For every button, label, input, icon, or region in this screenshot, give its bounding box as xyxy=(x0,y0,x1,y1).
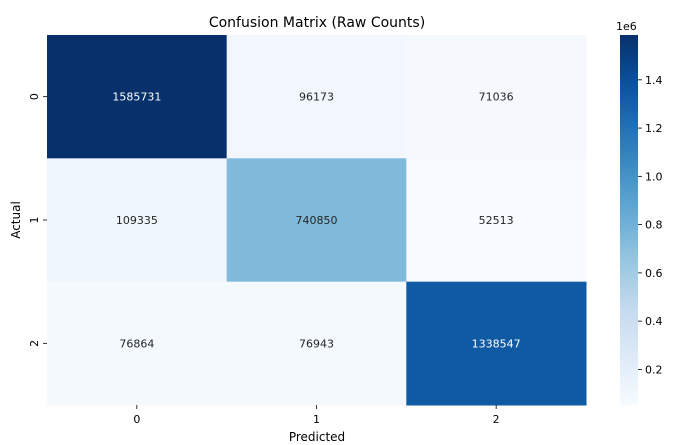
colorbar-multiplier: 1e6 xyxy=(616,20,637,33)
x-tick-label: 0 xyxy=(133,413,140,426)
colorbar-tick-label: 0.4 xyxy=(645,315,663,328)
colorbar-tick-label: 0.2 xyxy=(645,363,663,376)
cell-value-label: 96173 xyxy=(299,91,334,104)
heatmap-cell xyxy=(406,35,587,159)
chart-title: Confusion Matrix (Raw Counts) xyxy=(209,15,425,31)
cell-value-label: 1585731 xyxy=(112,91,161,104)
x-axis-ticks: 0 1 2 xyxy=(133,405,500,426)
y-axis-ticks: 0 1 2 xyxy=(28,93,47,347)
heatmap-cell xyxy=(406,158,587,283)
cell-value-label: 76864 xyxy=(119,337,154,350)
x-tick-label: 1 xyxy=(313,413,320,426)
heatmap-cells: 1585731 96173 71036 109335 740850 52513 76864 7… xyxy=(47,35,587,406)
y-axis-label: Actual xyxy=(9,201,23,239)
heatmap-cell xyxy=(226,158,407,283)
cell-value-label: 1338547 xyxy=(472,337,521,350)
colorbar-tick-label: 0.8 xyxy=(645,219,663,232)
colorbar xyxy=(620,35,638,405)
heatmap-cell xyxy=(226,281,407,406)
x-axis-label: Predicted xyxy=(289,430,345,444)
colorbar-tick-label: 1.4 xyxy=(645,74,663,87)
colorbar-tick-label: 1.2 xyxy=(645,122,663,135)
cell-value-label: 52513 xyxy=(479,214,514,227)
cell-value-label: 740850 xyxy=(296,214,338,227)
cell-value-label: 71036 xyxy=(479,91,514,104)
heatmap-cell xyxy=(226,35,407,159)
colorbar-tick-label: 1.0 xyxy=(645,170,663,183)
y-tick-label: 0 xyxy=(28,93,41,100)
heatmap-cell xyxy=(47,158,228,283)
heatmap-cell xyxy=(47,35,228,159)
x-tick-label: 2 xyxy=(493,413,500,426)
cell-value-label: 76943 xyxy=(299,337,334,350)
colorbar-ticks: 0.2 0.4 0.6 0.8 1.0 1.2 1.4 xyxy=(638,74,663,376)
colorbar-tick-label: 0.6 xyxy=(645,267,663,280)
heatmap-cell xyxy=(47,281,228,406)
y-tick-label: 1 xyxy=(28,217,41,224)
heatmap-cell xyxy=(406,281,587,406)
y-tick-label: 2 xyxy=(28,340,41,347)
cell-value-label: 109335 xyxy=(116,214,158,227)
